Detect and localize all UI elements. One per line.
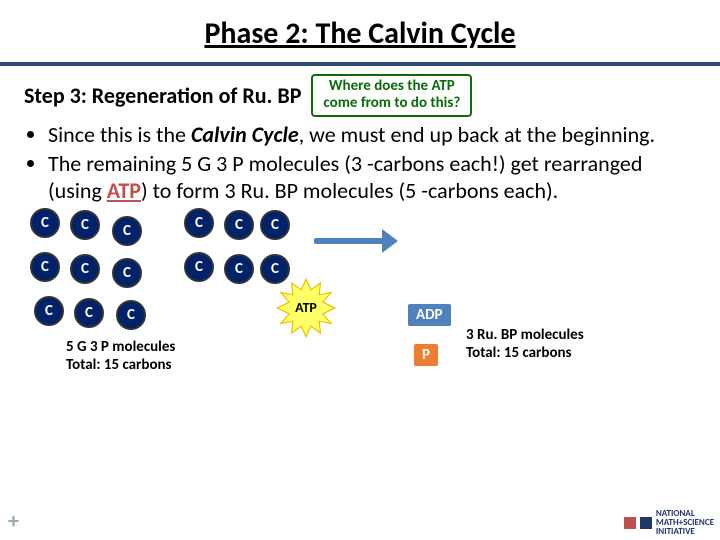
carbon-atom: C (116, 300, 146, 330)
arrow-icon (314, 238, 384, 244)
carbon-atom: C (112, 216, 142, 246)
logo-line-3: INITIATIVE (656, 527, 714, 536)
arrow-shaft (314, 238, 384, 244)
right-caption: 3 Ru. BP molecules Total: 15 carbons (466, 326, 584, 362)
right-caption-1: 3 Ru. BP molecules (466, 326, 584, 344)
atp-starburst: ATP (276, 278, 336, 338)
carbon-atom: C (260, 210, 290, 240)
bullet-1-pre: Since this is the (48, 121, 191, 148)
bullet-list: Since this is the Calvin Cycle, we must … (24, 121, 696, 204)
carbon-atom: C (224, 254, 254, 284)
bullet-2-atp: ATP (107, 177, 141, 204)
slide: Phase 2: The Calvin Cycle Step 3: Regene… (0, 0, 720, 540)
arrow-head (382, 229, 398, 253)
p-tag: P (414, 344, 438, 366)
step-heading: Step 3: Regeneration of Ru. BP (24, 82, 301, 109)
header-bar: Phase 2: The Calvin Cycle (0, 0, 720, 66)
diagram: ATP ADP P 5 G 3 P molecules Total: 15 ca… (24, 208, 696, 428)
logo-square-2 (640, 517, 652, 529)
carbon-atom: C (30, 252, 60, 282)
carbon-atom: C (224, 210, 254, 240)
bullet-2: The remaining 5 G 3 P molecules (3 -carb… (48, 150, 696, 204)
bullet-2-post: ) to form 3 Ru. BP molecules (5 -carbons… (141, 177, 558, 204)
carbon-atom: C (184, 208, 214, 238)
step-row: Step 3: Regeneration of Ru. BP Where doe… (24, 74, 696, 117)
carbon-atom: C (70, 210, 100, 240)
atp-callout: Where does the ATP come from to do this? (311, 74, 472, 117)
bullet-1-emph: Calvin Cycle (191, 121, 299, 148)
callout-line-2: come from to do this? (323, 95, 460, 112)
slide-title: Phase 2: The Calvin Cycle (204, 15, 515, 52)
atp-star-label: ATP (295, 299, 317, 316)
adp-tag: ADP (408, 304, 451, 326)
logo-square-1 (624, 517, 636, 529)
carbon-atom: C (260, 254, 290, 284)
footer-logo: NATIONAL MATH+SCIENCE INITIATIVE (624, 509, 714, 536)
bullet-1-post: , we must end up back at the beginning. (299, 121, 655, 148)
left-caption: 5 G 3 P molecules Total: 15 carbons (66, 338, 175, 374)
left-caption-2: Total: 15 carbons (66, 356, 175, 374)
left-caption-1: 5 G 3 P molecules (66, 338, 175, 356)
carbon-atom: C (30, 208, 60, 238)
carbon-atom: C (74, 298, 104, 328)
content-area: Step 3: Regeneration of Ru. BP Where doe… (0, 66, 720, 428)
logo-text-block: NATIONAL MATH+SCIENCE INITIATIVE (656, 509, 714, 536)
carbon-atom: C (112, 258, 142, 288)
bullet-1: Since this is the Calvin Cycle, we must … (48, 121, 696, 148)
callout-line-1: Where does the ATP (323, 78, 460, 95)
carbon-atom: C (34, 296, 64, 326)
footer-plus-icon: + (8, 507, 19, 534)
carbon-atom: C (70, 254, 100, 284)
right-caption-2: Total: 15 carbons (466, 344, 584, 362)
carbon-atom: C (184, 252, 214, 282)
